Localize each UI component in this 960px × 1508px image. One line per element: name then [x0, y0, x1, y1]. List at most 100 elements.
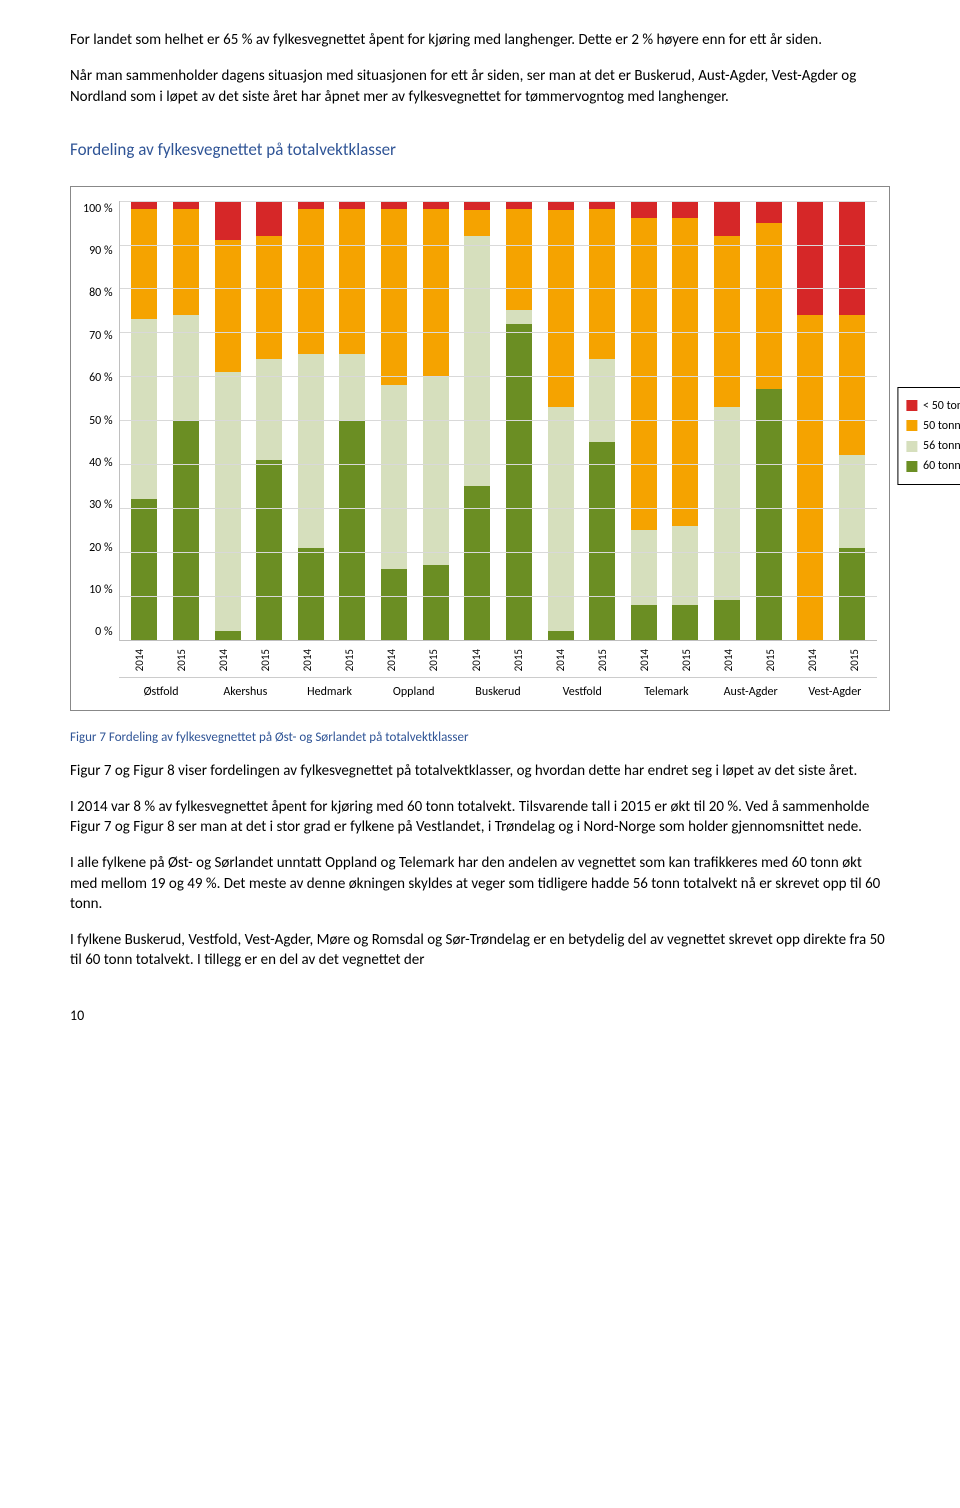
y-tick-label: 0 %: [83, 624, 113, 640]
legend-item: 60 tonn: [906, 458, 960, 474]
x-tick-category: Østfold: [119, 677, 203, 700]
x-tick-year: 2015: [175, 647, 190, 673]
y-tick-label: 10 %: [83, 582, 113, 598]
y-tick-label: 90 %: [83, 243, 113, 259]
figure-caption: Figur 7 Fordeling av fylkesvegnettet på …: [70, 729, 890, 747]
x-tick-year: 2014: [554, 647, 569, 673]
bar-segment: [714, 201, 740, 236]
bar-segment: [589, 442, 615, 640]
x-axis: 2014 2015 Østfold 2014 2015 Akershus 2014 2015 H…: [119, 641, 877, 701]
bar-segment: [839, 455, 865, 547]
x-tick-category: Oppland: [372, 677, 456, 700]
bar-segment: [464, 236, 490, 486]
bar-segment: [423, 376, 449, 565]
bar-segment: [797, 201, 823, 315]
bar-segment: [173, 420, 199, 640]
bar-segment: [215, 372, 241, 631]
y-tick-label: 70 %: [83, 328, 113, 344]
x-tick-year: 2014: [301, 647, 316, 673]
legend-item: 56 tonn: [906, 438, 960, 454]
bar-segment: [548, 407, 574, 631]
bar-segment: [339, 201, 365, 210]
bar-segment: [173, 315, 199, 420]
paragraph: Figur 7 og Figur 8 viser fordelingen av …: [70, 761, 890, 781]
paragraph: I fylkene Buskerud, Vestfold, Vest-Agder…: [70, 930, 890, 971]
page-number: 10: [70, 1007, 890, 1026]
bar-segment: [631, 530, 657, 605]
bar-segment: [631, 605, 657, 640]
legend-swatch: [906, 441, 917, 452]
y-tick-label: 60 %: [83, 370, 113, 386]
legend-swatch: [906, 461, 917, 472]
bar-segment: [589, 209, 615, 358]
bar-segment: [339, 420, 365, 640]
bar-segment: [714, 236, 740, 407]
x-tick-year: 2014: [385, 647, 400, 673]
y-tick-label: 100 %: [83, 201, 113, 217]
chart-title: Fordeling av fylkesvegnettet på totalvek…: [70, 139, 890, 162]
bar-segment: [423, 201, 449, 210]
bar-segment: [215, 240, 241, 372]
bar-segment: [672, 201, 698, 219]
bar-segment: [714, 407, 740, 600]
legend-label: 50 tonn: [923, 418, 960, 434]
x-tick-year: 2015: [848, 647, 863, 673]
bar-segment: [423, 209, 449, 376]
bar-segment: [131, 499, 157, 639]
x-tick-year: 2014: [722, 647, 737, 673]
x-tick-category: Hedmark: [287, 677, 371, 700]
bar-segment: [839, 548, 865, 640]
x-tick-category: Buskerud: [456, 677, 540, 700]
legend-item: < 50 tonn: [906, 398, 960, 414]
bar-segment: [797, 315, 823, 640]
bar-segment: [672, 605, 698, 640]
x-tick-category: Akershus: [203, 677, 287, 700]
x-tick-year: 2014: [470, 647, 485, 673]
bar-segment: [381, 385, 407, 569]
x-tick-category: Telemark: [624, 677, 708, 700]
chart-legend: < 50 tonn 50 tonn 56 tonn 60 tonn: [897, 387, 960, 486]
x-tick-year: 2015: [427, 647, 442, 673]
bar-segment: [756, 201, 782, 223]
bar-segment: [839, 201, 865, 315]
legend-label: 60 tonn: [923, 458, 960, 474]
chart-plot: [119, 201, 877, 641]
bar-segment: [256, 359, 282, 460]
legend-swatch: [906, 400, 917, 411]
bar-segment: [631, 201, 657, 219]
x-tick-year: 2015: [764, 647, 779, 673]
bar-segment: [756, 389, 782, 639]
bar-segment: [381, 569, 407, 639]
x-tick-year: 2014: [217, 647, 232, 673]
bar-segment: [131, 209, 157, 319]
bar-segment: [589, 201, 615, 210]
bar-segment: [464, 210, 490, 236]
x-tick-year: 2014: [638, 647, 653, 673]
bar-segment: [548, 201, 574, 210]
paragraph: For landet som helhet er 65 % av fylkesv…: [70, 30, 890, 50]
paragraph: I alle fylkene på Øst- og Sørlandet unnt…: [70, 853, 890, 914]
bar-segment: [256, 201, 282, 236]
x-tick-year: 2014: [806, 647, 821, 673]
bar-segment: [589, 359, 615, 442]
bar-segment: [173, 209, 199, 314]
bar-segment: [839, 315, 865, 455]
x-tick-category: Vest-Agder: [793, 677, 877, 700]
x-tick-year: 2015: [512, 647, 527, 673]
bar-segment: [298, 354, 324, 547]
x-tick-category: Aust-Agder: [709, 677, 793, 700]
bar-segment: [339, 354, 365, 420]
y-tick-label: 50 %: [83, 413, 113, 429]
y-tick-label: 30 %: [83, 497, 113, 513]
chart-container: 100 %90 %80 %70 %60 %50 %40 %30 %20 %10 …: [70, 186, 890, 712]
legend-swatch: [906, 420, 917, 431]
bar-segment: [215, 631, 241, 640]
x-tick-year: 2015: [680, 647, 695, 673]
bar-segment: [756, 223, 782, 390]
bar-segment: [256, 460, 282, 640]
x-tick-year: 2015: [596, 647, 611, 673]
legend-label: 56 tonn: [923, 438, 960, 454]
bar-segment: [423, 565, 449, 640]
bar-segment: [298, 201, 324, 210]
bar-segment: [548, 631, 574, 640]
